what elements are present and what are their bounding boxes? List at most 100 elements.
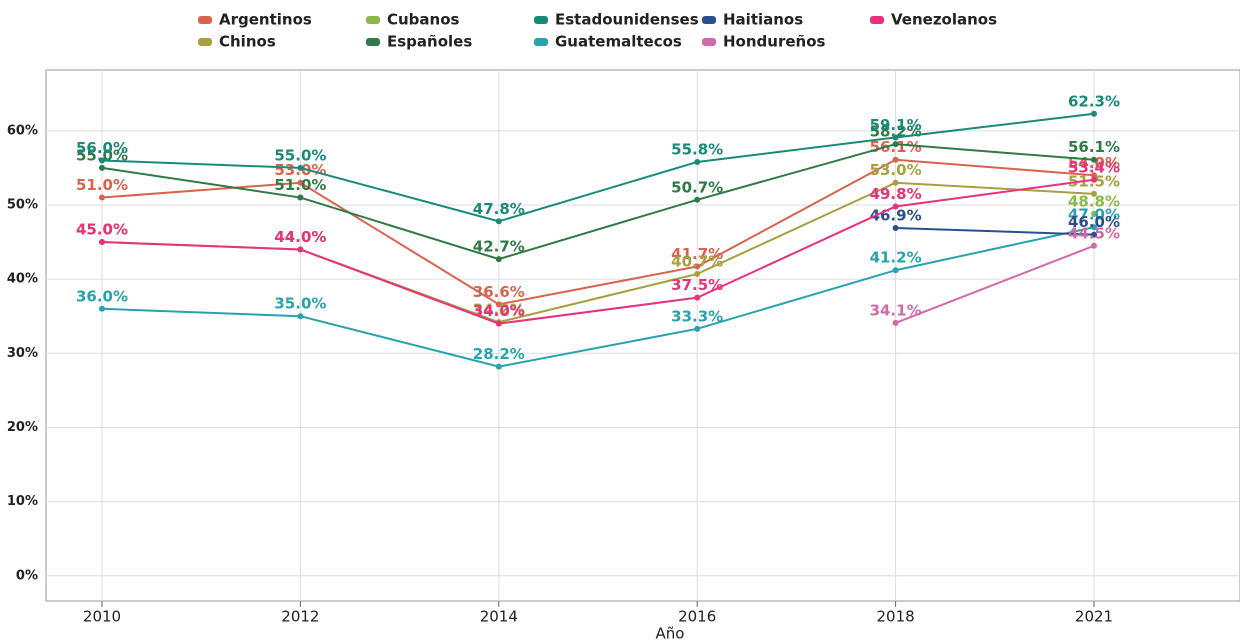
point <box>892 203 899 210</box>
point <box>495 301 502 308</box>
value-label: 41.2% <box>870 249 922 267</box>
point <box>892 224 899 231</box>
point <box>297 164 304 171</box>
point <box>694 325 701 332</box>
point <box>99 194 105 201</box>
point <box>1091 242 1097 249</box>
y-tick-label: 0% <box>16 568 38 583</box>
value-label: 41.7% <box>671 245 723 263</box>
value-label: 33.3% <box>671 307 723 325</box>
y-tick-label: 10% <box>7 494 38 509</box>
point <box>892 156 899 163</box>
point <box>694 263 701 270</box>
value-label: 59.1% <box>870 116 922 134</box>
legend-swatch <box>534 38 548 46</box>
value-label: 36.0% <box>76 287 128 305</box>
value-label: 44.5% <box>1068 224 1120 242</box>
point <box>495 218 502 225</box>
series-line <box>101 158 1095 306</box>
x-tick-label: 2016 <box>678 608 716 626</box>
x-axis-label: Año <box>656 625 685 643</box>
legend-label: Hondureños <box>723 33 826 51</box>
value-label: 55.0% <box>274 146 326 164</box>
x-tick-label: 2010 <box>83 608 121 626</box>
x-tick-label: 2018 <box>877 608 915 626</box>
point <box>892 179 899 186</box>
value-label: 55.8% <box>671 140 723 158</box>
value-label: 28.2% <box>473 345 525 363</box>
series-line <box>101 178 1095 325</box>
series-line <box>895 244 1095 324</box>
point <box>1091 172 1097 179</box>
legend-swatch <box>366 38 380 46</box>
point <box>99 305 105 312</box>
point <box>495 256 502 263</box>
value-label: 48.8% <box>1068 192 1120 210</box>
series-line <box>895 226 1095 236</box>
series-line <box>101 143 1095 261</box>
y-tick-label: 60% <box>7 123 38 138</box>
legend-swatch <box>198 16 212 24</box>
point <box>892 267 899 274</box>
value-label: 45.0% <box>76 221 128 239</box>
legend-label: Cubanos <box>387 11 460 29</box>
y-tick-label: 40% <box>7 272 38 287</box>
legend-swatch <box>702 38 716 46</box>
legend-label: Estadounidenses <box>555 11 699 29</box>
point <box>1091 176 1097 183</box>
y-tick-label: 50% <box>7 197 38 212</box>
value-label: 44.0% <box>274 228 326 246</box>
value-label: 34.2% <box>473 301 525 319</box>
point <box>1091 231 1097 238</box>
point <box>1091 190 1097 197</box>
point <box>694 270 701 277</box>
value-label: 45.0% <box>76 221 128 239</box>
legend-swatch <box>198 38 212 46</box>
legend-label: Españoles <box>387 33 472 51</box>
value-label: 62.3% <box>1068 92 1120 110</box>
value-label: 51.0% <box>274 176 326 194</box>
value-label: 34.0% <box>473 302 525 320</box>
point <box>495 320 502 327</box>
legend-label: Guatemaltecos <box>555 33 682 51</box>
point <box>495 363 502 370</box>
legend-label: Argentinos <box>219 11 312 29</box>
value-label: 50.7% <box>671 178 723 196</box>
x-tick-label: 2014 <box>480 608 518 626</box>
point <box>892 141 899 148</box>
point <box>1091 110 1097 117</box>
point <box>1091 156 1097 163</box>
value-label: 53.4% <box>1068 158 1120 176</box>
point <box>1091 210 1097 217</box>
value-label: 51.0% <box>76 176 128 194</box>
point <box>99 157 105 164</box>
point <box>297 313 304 320</box>
y-tick-label: 30% <box>7 346 38 361</box>
value-label: 47.0% <box>1068 206 1120 224</box>
value-label: 44.0% <box>274 228 326 246</box>
point <box>99 164 105 171</box>
plot-frame <box>45 69 1240 602</box>
point <box>99 239 105 246</box>
value-label: 37.5% <box>671 276 723 294</box>
y-tick-label: 20% <box>7 420 38 435</box>
point <box>297 194 304 201</box>
value-label: 46.0% <box>1068 213 1120 231</box>
value-label: 36.6% <box>473 283 525 301</box>
value-label: 34.1% <box>870 301 922 319</box>
value-label: 40.7% <box>671 252 723 270</box>
value-label: 47.8% <box>473 200 525 218</box>
x-tick-label: 2021 <box>1075 608 1113 626</box>
value-label: 35.0% <box>274 295 326 313</box>
point <box>297 179 304 186</box>
value-label: 56.1% <box>1068 138 1120 156</box>
legend-label: Chinos <box>219 33 276 51</box>
x-tick-label: 2012 <box>281 608 319 626</box>
legend-swatch <box>870 16 884 24</box>
series-line <box>101 112 1095 223</box>
value-label: 53.0% <box>870 161 922 179</box>
series-line <box>101 181 1095 324</box>
point <box>1091 224 1097 231</box>
legend-label: Venezolanos <box>891 11 997 29</box>
